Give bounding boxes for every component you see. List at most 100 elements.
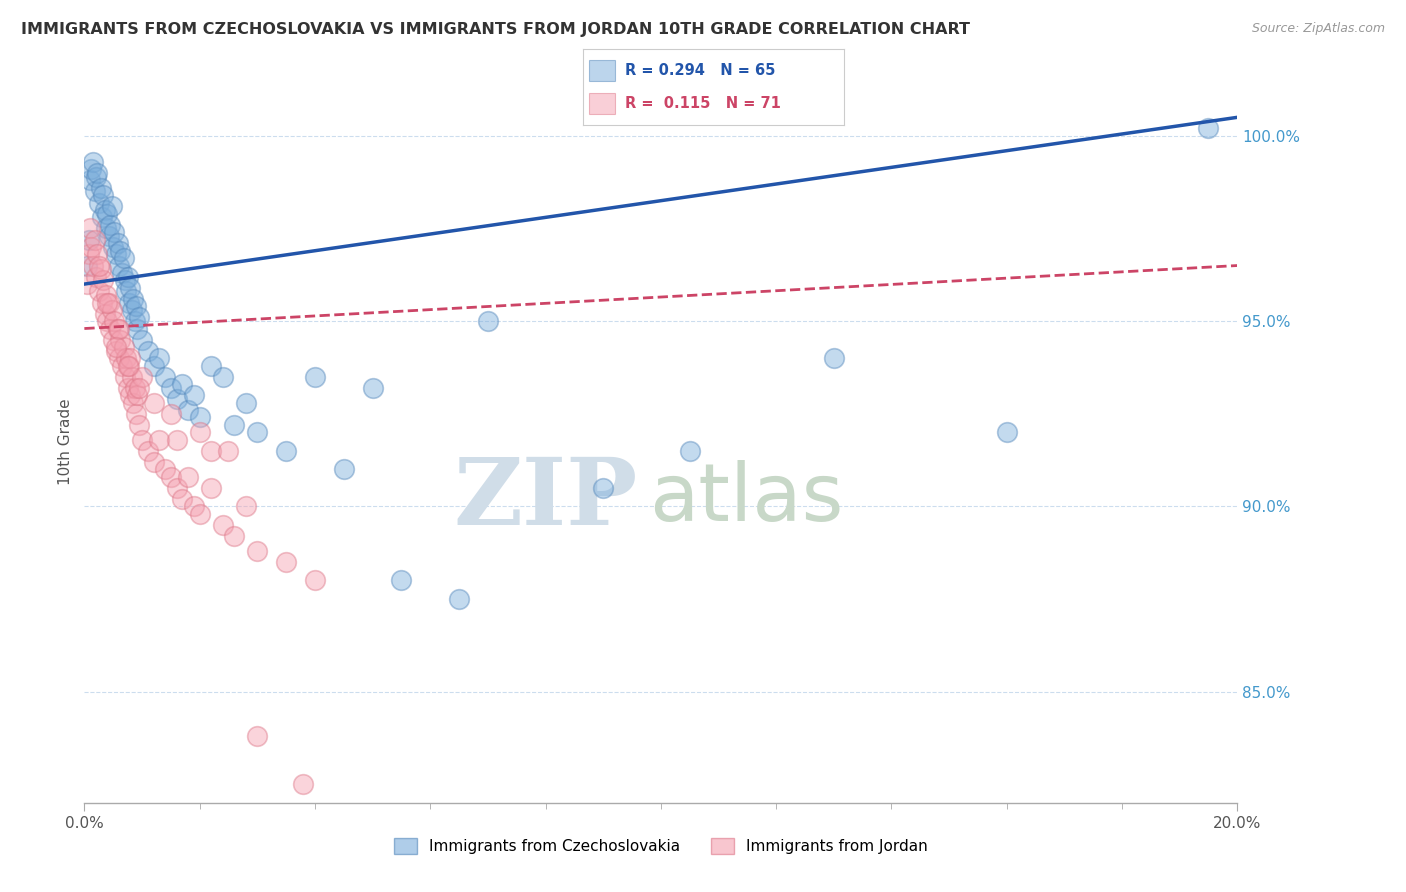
Bar xyxy=(589,93,614,114)
Point xyxy=(89,180,111,194)
Point xyxy=(84,269,107,284)
Point xyxy=(224,529,246,543)
Point xyxy=(166,392,188,406)
Point xyxy=(246,425,269,440)
Point xyxy=(153,462,176,476)
Point xyxy=(105,340,128,354)
Point xyxy=(87,259,110,273)
Point xyxy=(160,469,183,483)
Point xyxy=(117,381,139,395)
Point xyxy=(108,351,131,366)
Point xyxy=(77,247,100,261)
Point xyxy=(83,233,105,247)
Point xyxy=(96,221,118,235)
Point xyxy=(121,303,143,318)
Point xyxy=(128,417,150,432)
Point xyxy=(108,333,131,347)
Text: R = 0.294   N = 65: R = 0.294 N = 65 xyxy=(626,62,776,78)
Point xyxy=(93,307,115,321)
Point xyxy=(107,236,129,251)
Point xyxy=(125,299,148,313)
Point xyxy=(105,343,128,358)
Bar xyxy=(589,60,614,81)
Point xyxy=(823,351,845,366)
Point xyxy=(108,321,131,335)
Point xyxy=(131,333,153,347)
Point xyxy=(118,295,141,310)
Text: R =  0.115   N = 71: R = 0.115 N = 71 xyxy=(626,96,780,112)
Point xyxy=(80,162,103,177)
Point xyxy=(211,517,233,532)
Point xyxy=(117,359,139,373)
Point xyxy=(89,262,111,277)
Point xyxy=(77,233,100,247)
Point xyxy=(218,443,240,458)
Point xyxy=(136,443,159,458)
Point xyxy=(79,221,101,235)
Point xyxy=(211,369,233,384)
Point xyxy=(183,388,205,402)
Point xyxy=(112,340,135,354)
Text: IMMIGRANTS FROM CZECHOSLOVAKIA VS IMMIGRANTS FROM JORDAN 10TH GRADE CORRELATION : IMMIGRANTS FROM CZECHOSLOVAKIA VS IMMIGR… xyxy=(21,22,970,37)
Point xyxy=(96,314,118,328)
Point xyxy=(188,410,211,425)
Point xyxy=(183,500,205,514)
Point xyxy=(124,314,146,328)
Point xyxy=(80,240,103,254)
Point xyxy=(86,166,108,180)
Point xyxy=(97,295,120,310)
Point xyxy=(188,425,211,440)
Point xyxy=(115,351,138,366)
Point xyxy=(177,469,200,483)
Point xyxy=(79,173,101,187)
Point xyxy=(114,273,136,287)
Point xyxy=(101,199,124,213)
Point xyxy=(679,443,702,458)
Point xyxy=(87,285,110,299)
Point xyxy=(148,351,170,366)
Point xyxy=(136,343,159,358)
Y-axis label: 10th Grade: 10th Grade xyxy=(58,398,73,485)
Point xyxy=(131,433,153,447)
Point xyxy=(82,259,104,273)
Legend: Immigrants from Czechoslovakia, Immigrants from Jordan: Immigrants from Czechoslovakia, Immigran… xyxy=(388,832,934,860)
Point xyxy=(246,729,269,743)
Point xyxy=(128,381,150,395)
Text: Source: ZipAtlas.com: Source: ZipAtlas.com xyxy=(1251,22,1385,36)
Point xyxy=(276,555,298,569)
Point xyxy=(246,544,269,558)
Point xyxy=(122,395,145,409)
Point xyxy=(124,381,146,395)
Point xyxy=(96,207,118,221)
Point xyxy=(142,359,165,373)
Text: atlas: atlas xyxy=(650,460,844,539)
Point xyxy=(96,288,118,302)
Point xyxy=(76,277,98,291)
Point xyxy=(86,247,108,261)
Point xyxy=(177,403,200,417)
Point xyxy=(84,169,107,184)
Point xyxy=(97,228,120,243)
Point xyxy=(82,154,104,169)
Point xyxy=(127,321,149,335)
Point xyxy=(235,395,257,409)
Point xyxy=(120,281,142,295)
Point xyxy=(103,225,125,239)
Point xyxy=(292,777,315,791)
Point xyxy=(83,185,105,199)
Point xyxy=(118,359,141,373)
Point xyxy=(93,202,115,217)
Point xyxy=(93,188,115,202)
Point xyxy=(235,500,257,514)
Point xyxy=(115,285,138,299)
Point xyxy=(188,507,211,521)
Point xyxy=(117,269,139,284)
Point xyxy=(148,433,170,447)
Point xyxy=(333,462,356,476)
Point xyxy=(90,211,112,225)
Point xyxy=(98,321,121,335)
Point xyxy=(449,592,471,607)
Point xyxy=(120,388,142,402)
Point xyxy=(121,369,143,384)
Point xyxy=(200,481,222,495)
